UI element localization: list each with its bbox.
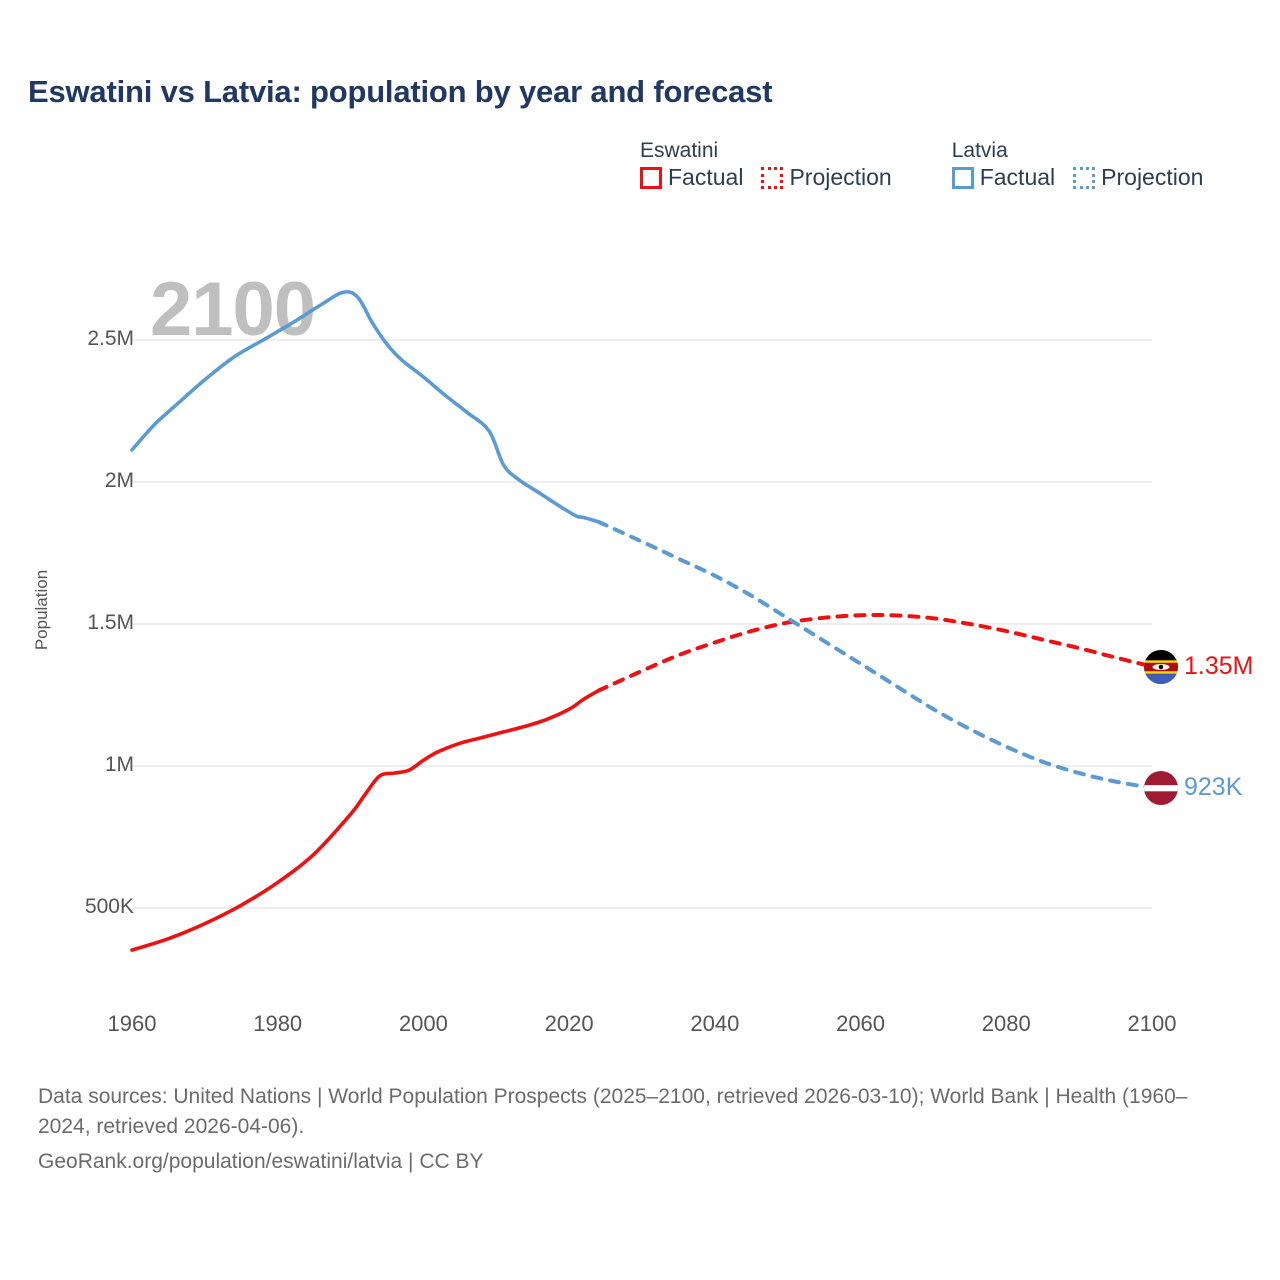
legend-item-latvia-projection[interactable]: Projection	[1073, 166, 1203, 189]
legend-label-latvia-factual: Factual	[979, 164, 1056, 190]
y-tick-label-1.5M: 1.5M	[87, 611, 134, 634]
legend-group-title-latvia: Latvia	[951, 139, 1008, 162]
year-watermark: 2100	[150, 267, 316, 352]
y-tick-500K: 500K	[0, 896, 134, 917]
line-eswatini-factual	[130, 688, 601, 952]
legend-label-eswatini-projection: Projection	[789, 164, 892, 190]
legend-label-eswatini-factual: Factual	[668, 164, 744, 190]
eswatini-flag-icon	[1144, 649, 1178, 684]
x-tick-label-1960: 1960	[107, 1011, 157, 1036]
legend-swatch-dotted-red-icon	[761, 166, 784, 189]
legend-group-eswatini: Eswatini Factual Projection	[640, 140, 892, 189]
line-eswatini-projection	[596, 612, 1154, 693]
x-tick-label-2080: 2080	[981, 1011, 1031, 1036]
footer-data-sources: Data sources: United Nations | World Pop…	[38, 1085, 1188, 1139]
legend-item-latvia-factual[interactable]: Factual	[951, 164, 1056, 190]
x-tick-label-2040: 2040	[690, 1011, 740, 1036]
endpoint-value-eswatini: 1.35M	[1184, 652, 1254, 681]
endpoint-latvia: 923K	[1144, 770, 1243, 805]
legend-item-eswatini-projection[interactable]: Projection	[761, 164, 892, 190]
y-tick-1.5M: 1.5M	[0, 612, 134, 633]
latvia-flag-icon	[1144, 770, 1178, 805]
line-latvia-projection	[596, 519, 1154, 790]
chart-footer: Data sources: United Nations | World Pop…	[38, 1082, 1238, 1177]
footer-attribution: GeoRank.org/population/eswatini/latvia |…	[38, 1149, 484, 1173]
legend-swatch-dotted-blue-icon	[1073, 166, 1096, 189]
y-tick-label-2.5M: 2.5M	[87, 327, 134, 350]
y-tick-label-1M: 1M	[104, 753, 134, 776]
endpoint-eswatini: 1.35M	[1144, 649, 1254, 684]
y-tick-label-500K: 500K	[84, 895, 134, 918]
legend-label-latvia-projection: Projection	[1101, 164, 1204, 190]
y-tick-2.5M: 2.5M	[0, 328, 134, 349]
legend-item-eswatini-factual[interactable]: Factual	[640, 166, 743, 189]
y-tick-label-2M: 2M	[104, 469, 134, 492]
x-tick-label-2020: 2020	[544, 1011, 594, 1036]
chart-legend: Eswatini Factual Projection Latvia Factu…	[640, 140, 1203, 189]
line-latvia-factual	[130, 290, 601, 524]
endpoint-value-latvia: 923K	[1184, 773, 1243, 802]
x-tick-label-1980: 1980	[253, 1011, 303, 1036]
y-tick-1M: 1M	[0, 754, 134, 775]
x-tick-label-2060: 2060	[836, 1011, 886, 1036]
legend-swatch-solid-red-icon	[640, 166, 662, 189]
x-tick-label-2000: 2000	[398, 1011, 448, 1036]
page-title: Eswatini vs Latvia: population by year a…	[28, 74, 773, 109]
legend-group-title-eswatini: Eswatini	[640, 139, 719, 162]
y-axis-title: Population	[32, 569, 51, 651]
y-tick-2M: 2M	[0, 470, 134, 491]
legend-swatch-solid-blue-icon	[951, 166, 974, 189]
legend-group-latvia: Latvia Factual Projection	[951, 139, 1203, 190]
x-tick-label-2100: 2100	[1127, 1011, 1177, 1036]
